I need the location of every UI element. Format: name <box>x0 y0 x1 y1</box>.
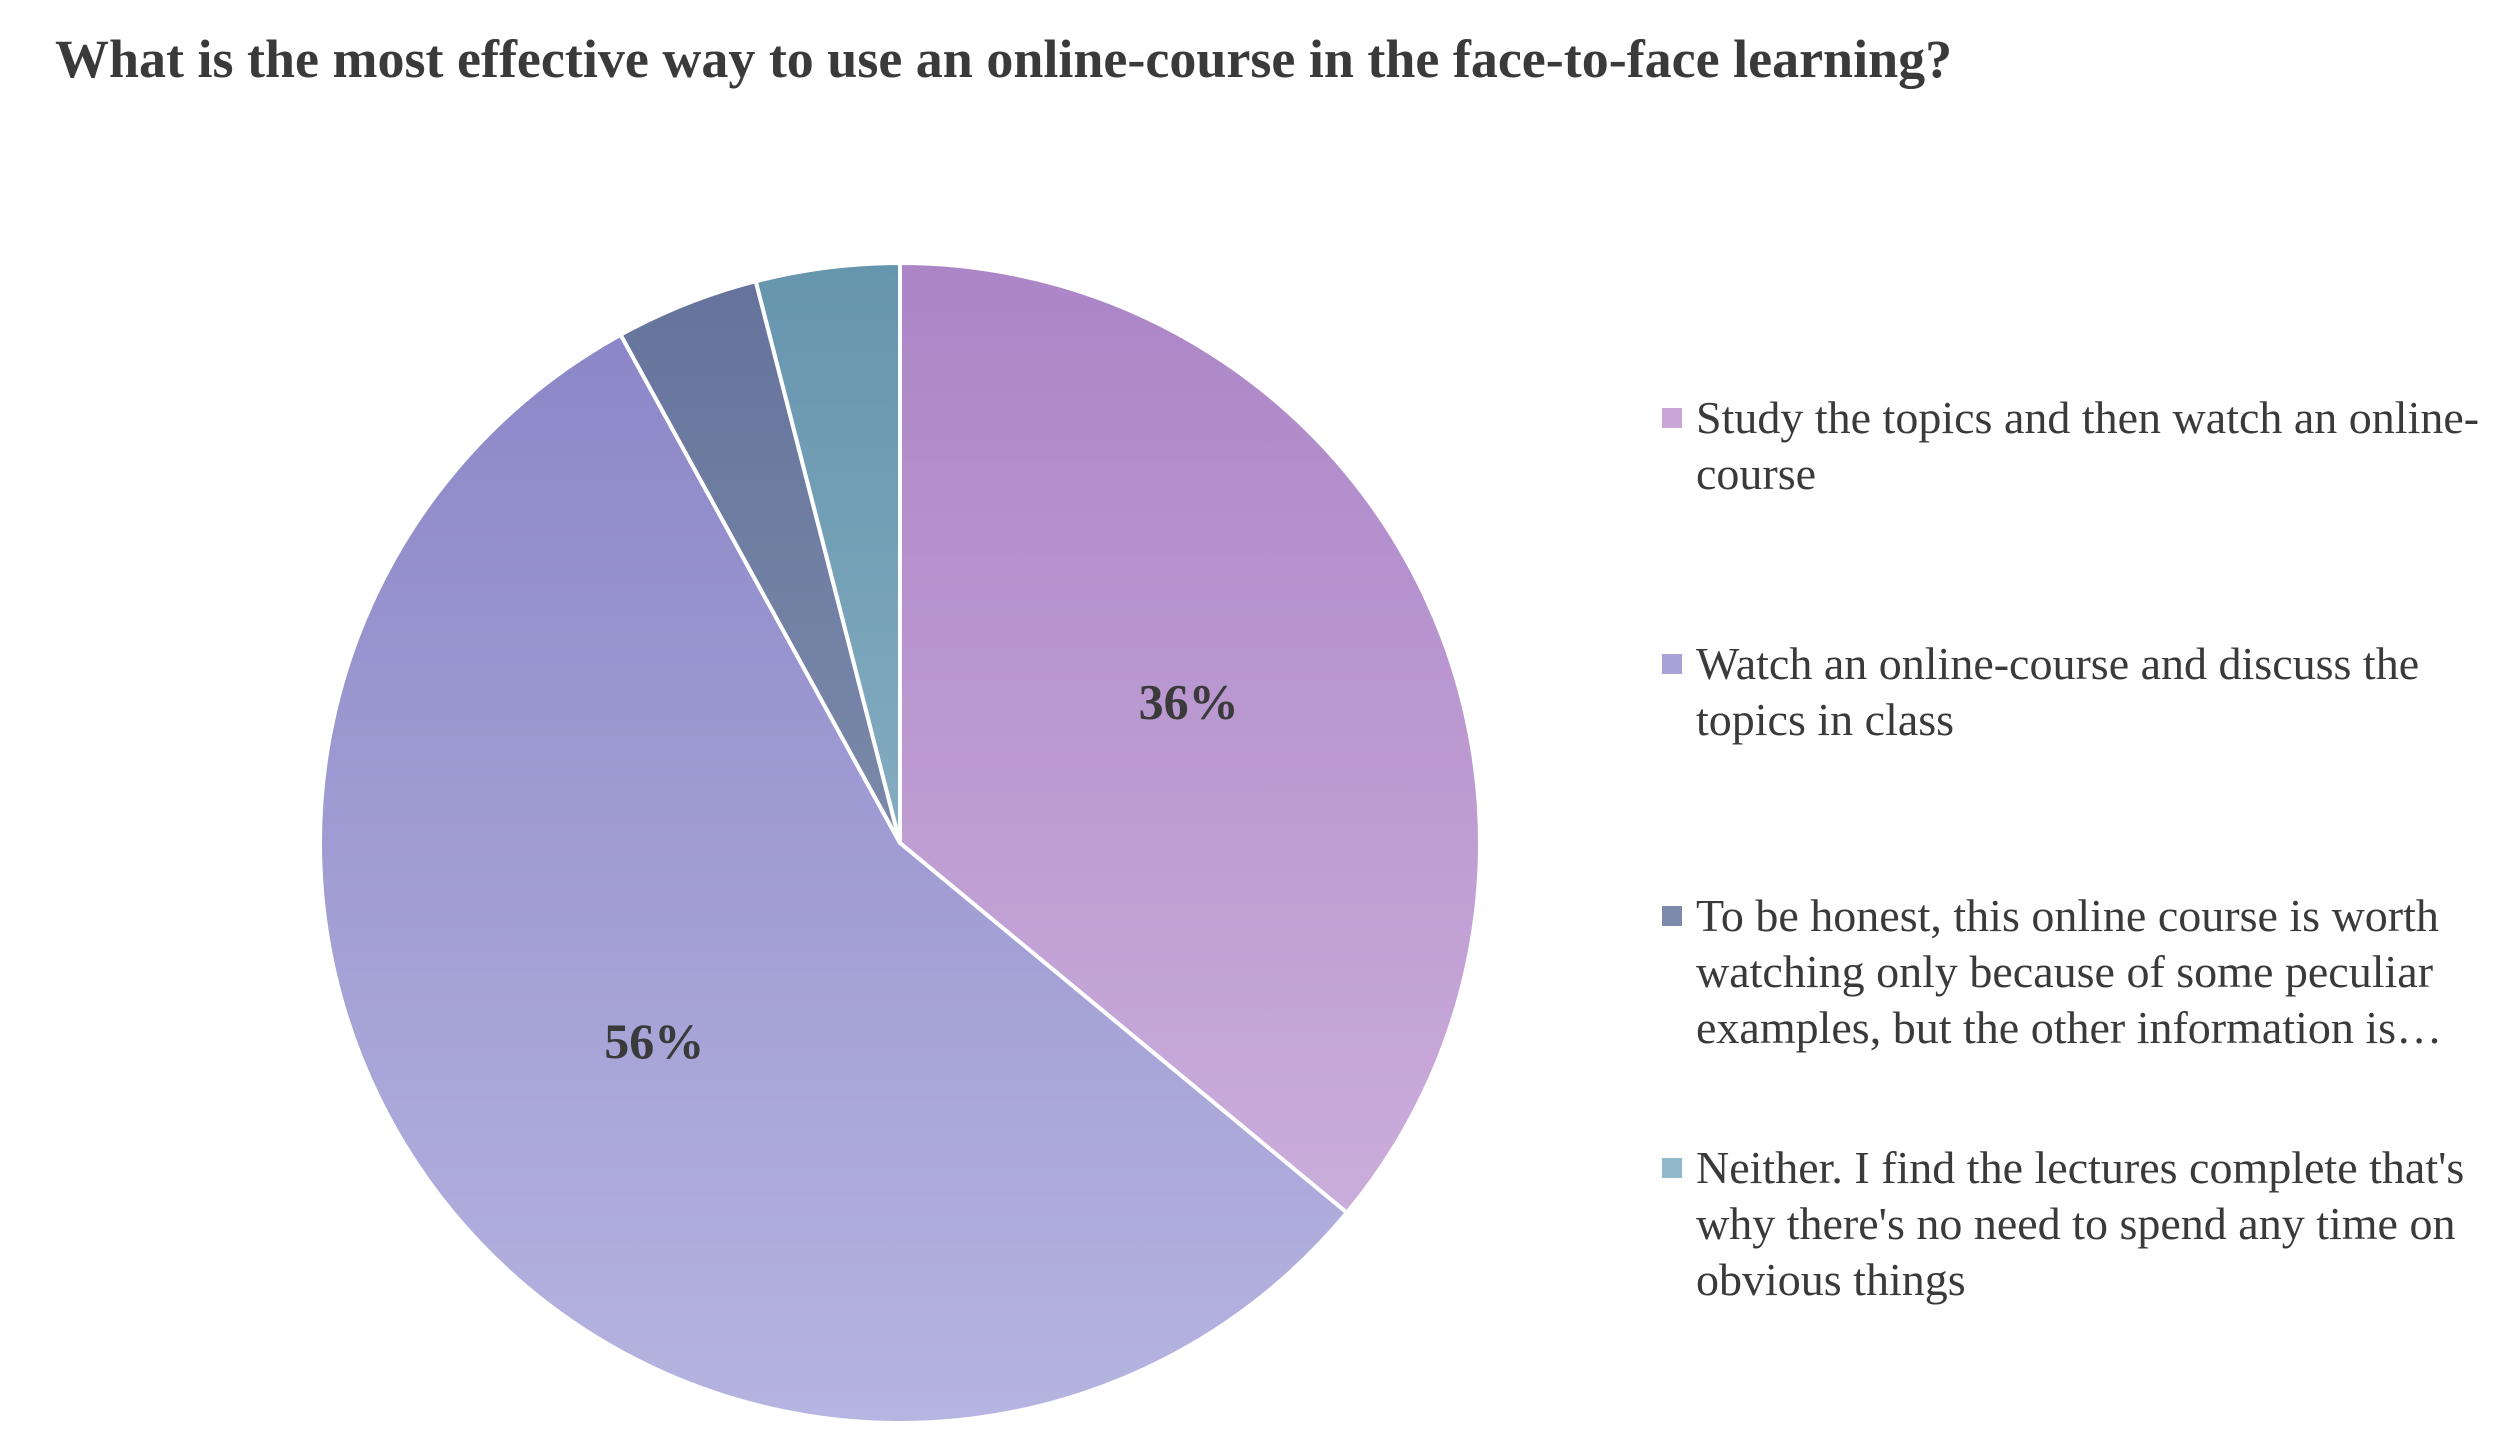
legend-swatch <box>1662 408 1682 428</box>
legend-item-watch-then-discuss: Watch an online-course and discuss the t… <box>1662 636 2492 748</box>
slice-neither-lectures-complete <box>753 261 902 845</box>
legend-label: To be honest, this online course is wort… <box>1696 890 2443 1053</box>
legend-item-honest-peculiar-examples: To be honest, this online course is wort… <box>1662 888 2492 1056</box>
slice-study-then-watch <box>898 261 1482 1215</box>
data-label-watch-then-discuss: 56% <box>604 1013 704 1069</box>
legend-swatch <box>1662 906 1682 926</box>
legend-label: Study the topics and then watch an onlin… <box>1696 392 2480 499</box>
chart-title: What is the most effective way to use an… <box>55 29 1953 89</box>
slice-watch-then-discuss <box>318 332 1349 1425</box>
legend-swatch <box>1662 1158 1682 1178</box>
legend-swatch <box>1662 654 1682 674</box>
legend-label: Neither. I find the lectures complete th… <box>1696 1142 2465 1305</box>
legend-item-neither-lectures-complete: Neither. I find the lectures complete th… <box>1662 1140 2492 1308</box>
data-label-study-then-watch: 36% <box>1139 674 1239 730</box>
legend-item-study-then-watch: Study the topics and then watch an onlin… <box>1662 390 2492 502</box>
legend-label: Watch an online-course and discuss the t… <box>1696 638 2420 745</box>
